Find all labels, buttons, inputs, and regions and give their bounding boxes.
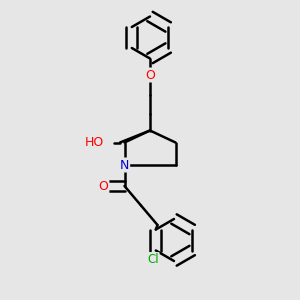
Text: Cl: Cl [147, 253, 159, 266]
Text: HO: HO [84, 136, 104, 149]
Text: O: O [145, 68, 155, 82]
Text: O: O [99, 179, 108, 193]
Text: N: N [120, 158, 129, 172]
